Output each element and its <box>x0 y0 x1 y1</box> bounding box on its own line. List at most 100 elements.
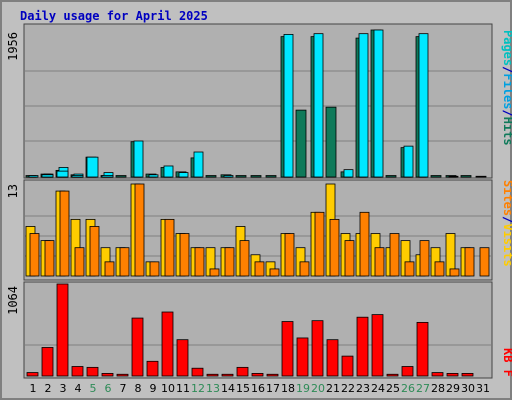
bar-kbytes-day-24 <box>371 314 384 377</box>
bar-sites-day-14 <box>224 247 235 277</box>
bar-hits-day-28 <box>430 175 442 178</box>
bar-pages-day-29 <box>448 175 459 178</box>
bar-sites-day-29 <box>449 268 460 277</box>
bar-sites-day-15 <box>239 240 250 277</box>
x-label-day-12: 12 <box>191 382 205 395</box>
bar-sites-day-6 <box>104 261 115 277</box>
bar-sites-day-18 <box>284 233 295 277</box>
bar-hits-day-25 <box>385 175 397 178</box>
bar-pages-day-23 <box>358 33 369 178</box>
x-label-day-22: 22 <box>341 382 355 395</box>
x-label-day-6: 6 <box>105 382 112 395</box>
bars-top-series <box>25 29 487 178</box>
bar-kbytes-day-29 <box>446 373 459 377</box>
bar-pages-day-1 <box>28 175 39 178</box>
bar-files-day-6 <box>101 175 114 178</box>
legend-sep-1: / <box>501 66 512 73</box>
x-label-day-10: 10 <box>161 382 175 395</box>
x-label-day-30: 30 <box>461 382 475 395</box>
legend-kbytes: KB F <box>501 348 512 377</box>
bar-sites-day-2 <box>44 240 55 277</box>
bar-pages-day-26 <box>403 145 414 178</box>
bar-sites-day-31 <box>479 247 490 277</box>
bar-kbytes-day-25 <box>386 373 399 377</box>
bar-pages-day-8 <box>133 140 144 178</box>
bar-kbytes-day-18 <box>281 321 294 377</box>
x-label-day-8: 8 <box>135 382 142 395</box>
bar-files-day-3 <box>56 170 69 178</box>
bar-kbytes-day-11 <box>176 339 189 377</box>
bar-kbytes-day-4 <box>71 366 84 377</box>
bar-kbytes-day-26 <box>401 366 414 377</box>
bar-hits-day-17 <box>265 175 277 178</box>
bar-pages-day-14 <box>223 175 234 178</box>
bar-kbytes-day-19 <box>296 337 309 377</box>
x-label-day-19: 19 <box>296 382 310 395</box>
bar-hits-day-21 <box>325 106 337 178</box>
bar-kbytes-day-20 <box>311 320 324 377</box>
legend-visits: Visits <box>501 223 512 266</box>
bar-kbytes-day-3 <box>56 283 69 377</box>
x-label-day-31: 31 <box>476 382 490 395</box>
bars-middle-series <box>25 183 490 277</box>
bar-sites-day-21 <box>329 218 340 277</box>
bar-kbytes-day-23 <box>356 316 369 377</box>
x-label-day-14: 14 <box>221 382 235 395</box>
bar-sites-day-11 <box>179 233 190 277</box>
bar-pages-day-10 <box>163 165 174 178</box>
legend-hits: Hits <box>501 117 512 146</box>
x-label-day-29: 29 <box>446 382 460 395</box>
bar-sites-day-22 <box>344 240 355 277</box>
x-label-day-9: 9 <box>150 382 157 395</box>
bar-kbytes-day-21 <box>326 339 339 377</box>
bar-sites-day-16 <box>254 261 265 277</box>
x-label-day-3: 3 <box>60 382 67 395</box>
bar-sites-day-25 <box>389 233 400 277</box>
bar-kbytes-day-9 <box>146 360 159 377</box>
bar-sites-day-19 <box>299 261 310 277</box>
bar-sites-day-8 <box>134 183 145 277</box>
legend-top: Pages/Files/Hits <box>501 30 512 146</box>
panel-bottom-frame <box>23 281 493 379</box>
bar-sites-day-13 <box>209 268 220 277</box>
bar-pages-day-12 <box>193 151 204 178</box>
x-label-day-27: 27 <box>416 382 430 395</box>
bar-pages-day-27 <box>418 33 429 178</box>
bars-bottom-series <box>26 283 474 377</box>
bar-sites-day-12 <box>194 247 205 277</box>
bar-hits-day-19 <box>295 109 307 178</box>
bar-hits-day-31 <box>475 175 487 178</box>
bar-hits-day-7 <box>115 175 127 178</box>
bar-kbytes-day-12 <box>191 367 204 377</box>
bar-sites-day-17 <box>269 268 280 277</box>
bar-hits-day-15 <box>235 175 247 178</box>
bar-kbytes-day-30 <box>461 373 474 377</box>
x-label-day-5: 5 <box>90 382 97 395</box>
bar-kbytes-day-17 <box>266 373 279 377</box>
x-label-day-4: 4 <box>75 382 82 395</box>
bar-hits-day-16 <box>250 175 262 178</box>
x-label-day-15: 15 <box>236 382 250 395</box>
bar-pages-day-11 <box>178 172 189 178</box>
bar-kbytes-day-6 <box>101 373 114 377</box>
x-label-day-25: 25 <box>386 382 400 395</box>
bar-kbytes-day-7 <box>116 373 129 377</box>
x-label-day-23: 23 <box>356 382 370 395</box>
bar-pages-day-9 <box>148 174 159 178</box>
bar-kbytes-day-8 <box>131 317 144 377</box>
bar-sites-day-10 <box>164 218 175 277</box>
bar-sites-day-1 <box>29 233 40 277</box>
x-label-day-21: 21 <box>326 382 340 395</box>
bar-sites-day-28 <box>434 261 445 277</box>
bar-kbytes-day-28 <box>431 372 444 377</box>
bar-sites-day-27 <box>419 240 430 277</box>
top-y-max-label: 1956 <box>6 32 20 61</box>
bar-kbytes-day-16 <box>251 373 264 377</box>
bar-files-day-5 <box>86 156 99 178</box>
bar-sites-day-30 <box>464 247 475 277</box>
bottom-y-max-label: 1064 <box>6 286 20 315</box>
bar-kbytes-day-22 <box>341 355 354 377</box>
bar-pages-day-18 <box>283 34 294 178</box>
